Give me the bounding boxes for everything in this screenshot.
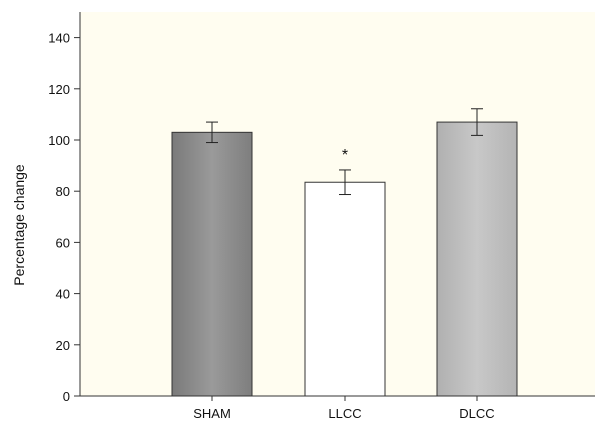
bar-sham: [171, 131, 253, 397]
y-tick-label: 120: [48, 82, 70, 97]
x-tick-label-llcc: LLCC: [328, 406, 361, 421]
y-tick-label: 40: [56, 287, 70, 302]
significance-marker: *: [342, 147, 348, 164]
y-tick-label: 140: [48, 31, 70, 46]
y-tick-label: 60: [56, 235, 70, 250]
y-tick-label: 0: [63, 389, 70, 404]
bar-llcc: [304, 181, 386, 397]
x-tick-label-sham: SHAM: [193, 406, 231, 421]
y-axis-label: Percentage change: [11, 164, 27, 286]
error-bars-layer: *: [206, 108, 483, 196]
bar-dlcc: [436, 121, 518, 397]
y-tick-label: 100: [48, 133, 70, 148]
bars-layer: [171, 121, 518, 397]
x-tick-label-dlcc: DLCC: [459, 406, 494, 421]
x-ticks: SHAM LLCC DLCC: [193, 396, 495, 421]
y-tick-label: 20: [56, 338, 70, 353]
axes-layer: [79, 12, 595, 397]
y-ticks: 0 20 40 60 80 100 120 140: [48, 31, 80, 404]
y-tick-label: 80: [56, 184, 70, 199]
